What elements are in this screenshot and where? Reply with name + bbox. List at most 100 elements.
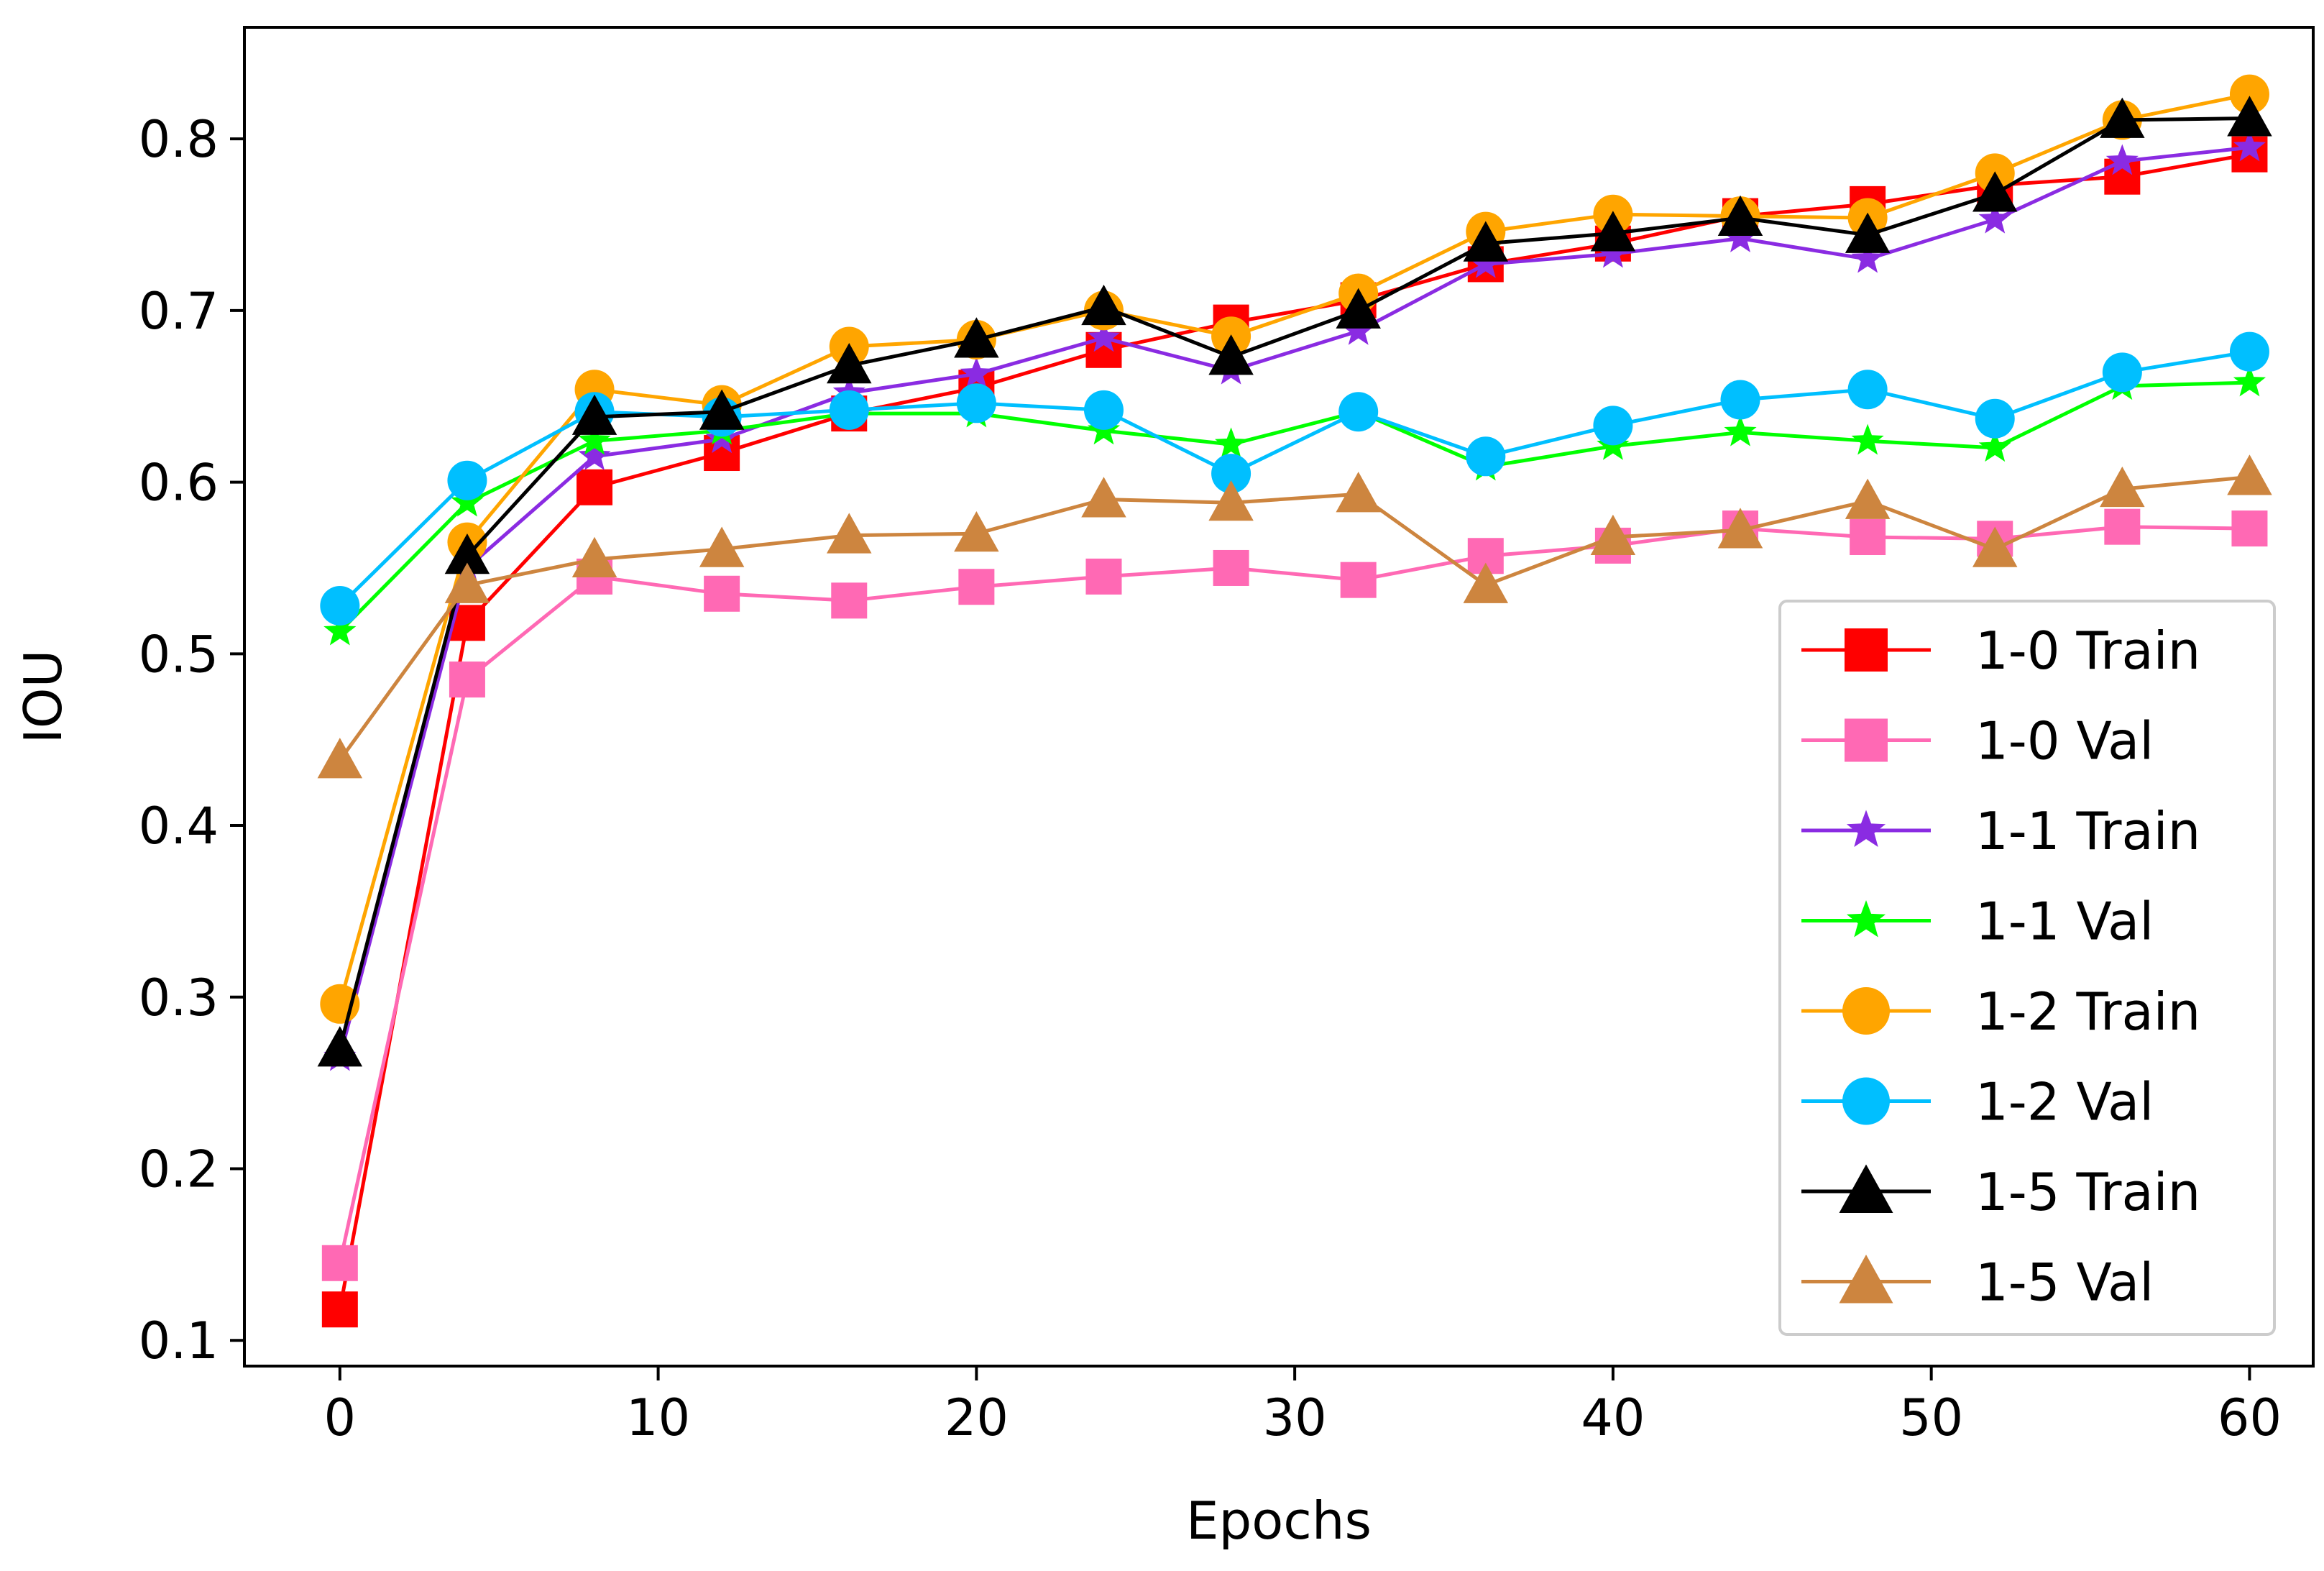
data-point xyxy=(699,526,745,567)
data-point xyxy=(1208,480,1254,521)
data-point xyxy=(1338,392,1379,432)
x-tick-label: 40 xyxy=(1581,1388,1645,1447)
legend-marker xyxy=(1845,628,1888,672)
data-point xyxy=(1336,288,1381,329)
series-line xyxy=(338,145,2250,1058)
y-tick-label: 0.8 xyxy=(139,110,219,169)
data-point xyxy=(1972,171,2018,212)
data-point xyxy=(2227,96,2272,137)
data-point xyxy=(1342,313,1375,345)
data-point xyxy=(1978,202,2011,234)
legend-label: 1-0 Val xyxy=(1975,711,2154,771)
legend: 1-0 Train 1-0 Val 1-1 Train 1-1 Val 1-2 Trai… xyxy=(1778,600,2276,1336)
plot-frame xyxy=(243,26,2315,1368)
legend-marker xyxy=(1839,1164,1893,1213)
data-point xyxy=(956,383,996,423)
legend-label: 1-5 Train xyxy=(1975,1162,2200,1222)
data-point xyxy=(2227,454,2272,495)
data-point xyxy=(2100,97,2145,138)
legend-item: 1-5 Val xyxy=(1801,1252,2154,1313)
legend-label: 1-2 Val xyxy=(1975,1072,2154,1132)
legend-marker xyxy=(1839,1255,1893,1304)
data-point xyxy=(1336,472,1381,513)
data-point xyxy=(1083,390,1124,430)
data-point xyxy=(954,510,999,552)
data-point xyxy=(577,469,613,505)
y-tick-label: 0.5 xyxy=(139,625,219,684)
data-point xyxy=(1208,334,1254,375)
data-point xyxy=(578,423,611,455)
data-point xyxy=(1590,211,1636,252)
x-tick-label: 0 xyxy=(324,1388,357,1447)
legend-item: 1-1 Train xyxy=(1801,801,2200,861)
data-point xyxy=(1845,212,1891,253)
data-point xyxy=(2233,130,2266,162)
legend-label: 1-5 Val xyxy=(1975,1252,2154,1313)
y-tick-label: 0.6 xyxy=(139,454,219,513)
data-point xyxy=(1724,415,1757,446)
data-point xyxy=(960,357,993,388)
data-point xyxy=(1717,508,1763,549)
data-point xyxy=(1593,406,1633,446)
x-tick-label: 20 xyxy=(945,1388,1009,1447)
data-point xyxy=(1720,380,1760,420)
data-point xyxy=(449,661,485,698)
x-tick-label: 60 xyxy=(2218,1388,2282,1447)
series-1-5-train xyxy=(317,96,2272,1067)
data-point xyxy=(1975,398,2015,439)
data-point xyxy=(320,585,360,626)
data-point xyxy=(2229,331,2269,372)
legend-marker xyxy=(1842,1077,1890,1125)
data-point xyxy=(1085,558,1122,595)
legend-item: 1-0 Train xyxy=(1801,620,2200,681)
data-point xyxy=(317,738,363,779)
data-point xyxy=(1469,247,1502,278)
data-point xyxy=(578,439,611,471)
legend-item: 1-1 Val xyxy=(1801,892,2154,952)
series-line xyxy=(338,475,2250,761)
data-point xyxy=(1087,321,1121,352)
data-point xyxy=(2229,74,2269,114)
data-point xyxy=(447,460,487,500)
y-tick-label: 0.7 xyxy=(139,282,219,341)
data-point xyxy=(829,390,869,430)
series-line xyxy=(338,92,2250,1004)
data-point xyxy=(2233,365,2266,397)
data-point xyxy=(321,1291,358,1328)
data-point xyxy=(1597,237,1630,268)
legend-marker xyxy=(1842,987,1890,1035)
data-point xyxy=(1972,526,2018,567)
data-point xyxy=(444,533,490,574)
legend-marker xyxy=(1846,810,1886,848)
data-point xyxy=(321,1245,358,1281)
data-point xyxy=(1215,427,1248,459)
data-point xyxy=(1851,423,1884,455)
legend-label: 1-2 Train xyxy=(1975,981,2200,1042)
series-line xyxy=(339,380,2250,633)
data-point xyxy=(444,562,490,603)
y-axis-label: IOU xyxy=(13,650,73,744)
data-point xyxy=(1081,284,1126,326)
data-point xyxy=(1724,221,1757,252)
data-point xyxy=(1851,242,1884,273)
legend-item: 1-2 Val xyxy=(1801,1072,2154,1132)
x-axis-label: Epochs xyxy=(1186,1490,1372,1551)
data-point xyxy=(958,569,995,605)
y-tick-label: 0.2 xyxy=(139,1140,219,1199)
legend-marker xyxy=(1845,718,1888,762)
x-tick-label: 10 xyxy=(626,1388,690,1447)
legend-box xyxy=(1778,600,2276,1336)
data-point xyxy=(954,317,999,358)
x-tick-label: 30 xyxy=(1263,1388,1327,1447)
series-line xyxy=(338,525,2250,1264)
y-tick-label: 0.4 xyxy=(139,797,219,856)
data-point xyxy=(1845,478,1891,519)
legend-item: 1-5 Train xyxy=(1801,1162,2200,1222)
data-point xyxy=(1466,436,1506,477)
legend-item: 1-2 Train xyxy=(1801,981,2200,1042)
legend-marker xyxy=(1846,900,1886,938)
legend-label: 1-0 Train xyxy=(1975,620,2200,681)
data-point xyxy=(1978,431,2011,462)
